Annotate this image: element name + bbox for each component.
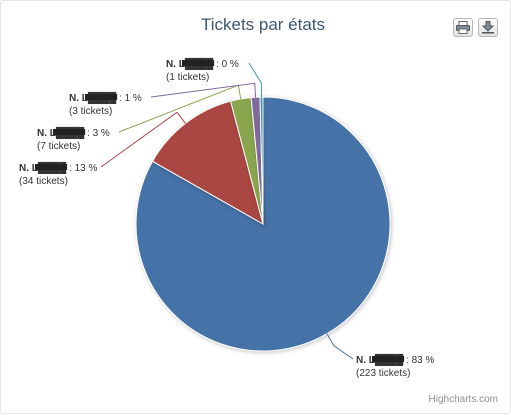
slice-percent: : 0 % [213,59,239,70]
print-button[interactable] [453,18,473,37]
label-connector [150,82,257,98]
label-connector [326,333,354,360]
slice-percent: : 3 % [84,128,110,139]
redaction-mark [372,356,405,362]
slice-percent: : 13 % [66,163,97,174]
slice-count: (1 tickets) [166,72,209,83]
redaction-mark [53,129,86,135]
download-button[interactable] [478,18,498,37]
pie-slices [135,96,391,352]
slice-count: (7 tickets) [37,141,80,152]
slice-count: (34 tickets) [19,176,68,187]
chart-title: Tickets par états [200,15,326,34]
slice-percent: : 83 % [403,355,434,366]
credits-link[interactable]: Highcharts.com [428,394,498,405]
label-connector [248,62,263,98]
slice-count: (223 tickets) [356,368,410,379]
label-connector [100,111,186,168]
label-connectors [100,62,354,360]
slice-count: (3 tickets) [69,106,112,117]
redaction-mark [182,60,215,66]
pie-slice[interactable] [259,96,264,225]
redaction-mark [35,164,68,170]
pie-slice[interactable] [135,96,391,352]
pie-slice[interactable] [151,100,264,226]
redaction-mark [85,94,118,100]
data-labels: N. L████ : 83 %(223 tickets)N. L████ : 1… [19,57,434,379]
slice-percent: : 1 % [116,93,142,104]
download-icon [481,21,495,34]
print-icon [456,21,470,34]
